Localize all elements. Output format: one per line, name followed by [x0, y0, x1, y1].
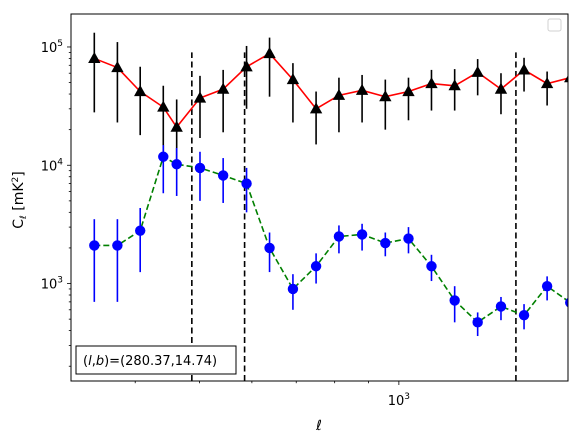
series-1-point: [356, 229, 368, 240]
coordinates-annotation: (l,b)=(280.37,14.74): [75, 345, 237, 375]
series-1-point: [518, 309, 530, 321]
annotation-text: (l,b)=(280.37,14.74): [83, 354, 217, 369]
series-1-point: [89, 240, 100, 251]
series-0-point: [471, 65, 484, 77]
series-0-point: [240, 60, 253, 72]
series-1-point: [380, 237, 391, 249]
series-0-point: [111, 61, 124, 73]
series-0-point: [494, 82, 508, 94]
y-tick-label: 104: [41, 157, 64, 174]
y-tick-label: 105: [41, 39, 63, 56]
series-1-point: [112, 240, 123, 251]
series-0-line: [94, 52, 568, 129]
series-1-point: [171, 159, 182, 170]
series-1-point: [135, 225, 146, 236]
series-1-point: [426, 261, 437, 272]
series-0-point: [216, 82, 230, 94]
series-1-point: [241, 178, 252, 189]
series-0-point: [448, 79, 461, 91]
series-0-point: [332, 88, 346, 100]
x-axis-label: ℓ: [315, 418, 322, 434]
series-1-point: [403, 233, 414, 244]
series-1: [89, 145, 568, 337]
x-tick-label: 103: [388, 392, 410, 409]
series-0-point: [309, 102, 323, 114]
series-1-point: [565, 297, 568, 308]
series-0: [88, 32, 568, 161]
series-0-point: [193, 91, 207, 103]
y-axis-label: Cℓ [mK2]: [11, 171, 29, 228]
series-0-point: [540, 77, 554, 89]
series-0-point: [157, 100, 170, 112]
series-0-point: [425, 77, 438, 89]
y-tick-label: 103: [41, 276, 63, 293]
series-0-point: [170, 120, 183, 132]
axis-ticks: 103 104 105 103: [41, 39, 410, 409]
series-1-point: [194, 162, 206, 174]
series-0-point: [134, 85, 147, 97]
series-layer: [88, 32, 568, 337]
legend-box: [547, 18, 562, 32]
series-0-point: [355, 83, 369, 95]
series-0-point: [88, 51, 101, 63]
series-1-point: [158, 151, 169, 162]
series-0-point: [564, 75, 568, 83]
series-0-point: [379, 90, 392, 102]
series-1-point: [333, 231, 345, 242]
series-0-point: [286, 73, 300, 85]
series-1-point: [217, 170, 229, 181]
series-1-point: [472, 317, 483, 328]
series-1-point: [495, 301, 507, 312]
series-1-point: [264, 242, 275, 254]
series-0-point: [517, 63, 531, 75]
vertical-lines: [191, 52, 517, 381]
series-1-line: [94, 155, 568, 324]
series-1-point: [310, 261, 322, 272]
series-1-point: [449, 295, 460, 306]
series-1-point: [287, 283, 299, 295]
series-0-point: [263, 47, 276, 59]
series-0-point: [402, 85, 415, 97]
series-1-point: [541, 280, 553, 292]
plot-frame: [70, 13, 569, 382]
